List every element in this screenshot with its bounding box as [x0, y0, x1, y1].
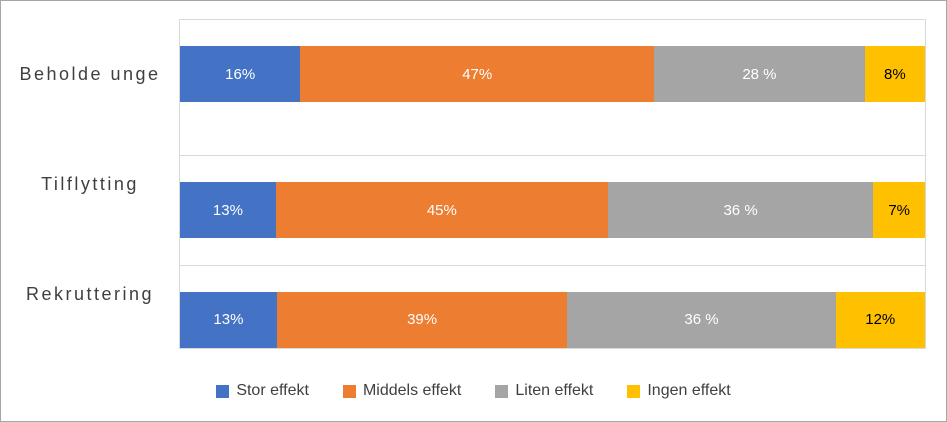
- segment-value-label: 13%: [213, 311, 244, 329]
- category-label-beholde-unge: Beholde unge: [19, 63, 161, 84]
- category-label-tilflytting: Tilflytting: [41, 173, 139, 194]
- legend-swatch-liten-effekt: [495, 384, 509, 398]
- legend-label: Liten effekt: [515, 382, 594, 399]
- category-labels: Beholde unge Tilflytting Rekruttering: [1, 19, 179, 349]
- legend-item-stor-effekt: Stor effekt: [216, 382, 309, 400]
- legend-label: Stor effekt: [236, 382, 309, 399]
- category-band-rekruttering: 13% 39% 36 % 12%: [180, 264, 925, 374]
- bar-segment-ingen-effekt: 12%: [835, 291, 925, 348]
- segment-value-label: 36 %: [684, 311, 719, 329]
- segment-value-label: 7%: [888, 201, 910, 219]
- segment-value-label: 13%: [212, 201, 243, 219]
- segment-value-label: 39%: [407, 311, 438, 329]
- bar-segment-liten-effekt: 36 %: [607, 182, 874, 239]
- segment-value-label: 16%: [225, 65, 256, 83]
- plot-area: 16% 47% 28 % 8% 13% 45% 36 % 7% 13% 39% 36 % 12%: [179, 19, 926, 349]
- segment-value-label: 28 %: [742, 65, 777, 83]
- segment-value-label: 36 %: [723, 201, 758, 219]
- legend: Stor effekt Middels effekt Liten effekt Ing…: [1, 369, 946, 413]
- legend-label: Middels effekt: [362, 382, 462, 399]
- bar-segment-middels-effekt: 45%: [275, 182, 608, 239]
- segment-value-label: 47%: [462, 65, 493, 83]
- stacked-bar-beholde-unge: 16% 47% 28 % 8%: [180, 46, 925, 102]
- stacked-bar-tilflytting: 13% 45% 36 % 7%: [180, 182, 925, 239]
- bar-segment-liten-effekt: 28 %: [654, 46, 865, 102]
- segment-value-label: 12%: [865, 311, 896, 329]
- bar-segment-stor-effekt: 13%: [180, 291, 277, 348]
- segment-value-label: 45%: [426, 201, 457, 219]
- legend-item-middels-effekt: Middels effekt: [342, 382, 462, 400]
- bar-segment-ingen-effekt: 7%: [873, 182, 925, 239]
- bar-segment-ingen-effekt: 8%: [864, 46, 925, 102]
- legend-item-liten-effekt: Liten effekt: [495, 382, 593, 400]
- bar-segment-middels-effekt: 39%: [276, 291, 568, 348]
- legend-swatch-middels-effekt: [342, 384, 356, 398]
- legend-swatch-stor-effekt: [216, 384, 230, 398]
- bar-segment-middels-effekt: 47%: [300, 46, 655, 102]
- bar-segment-stor-effekt: 13%: [180, 182, 276, 239]
- bar-segment-liten-effekt: 36 %: [567, 291, 836, 348]
- category-band-beholde-unge: 16% 47% 28 % 8%: [180, 46, 925, 155]
- bar-segment-stor-effekt: 16%: [180, 46, 301, 102]
- category-label-rekruttering: Rekruttering: [25, 283, 155, 304]
- stacked-bar-rekruttering: 13% 39% 36 % 12%: [180, 291, 925, 348]
- legend-label: Ingen effekt: [647, 382, 731, 399]
- segment-value-label: 8%: [884, 65, 906, 83]
- category-band-tilflytting: 13% 45% 36 % 7%: [180, 155, 925, 264]
- legend-item-ingen-effekt: Ingen effekt: [627, 382, 731, 400]
- legend-swatch-ingen-effekt: [627, 384, 641, 398]
